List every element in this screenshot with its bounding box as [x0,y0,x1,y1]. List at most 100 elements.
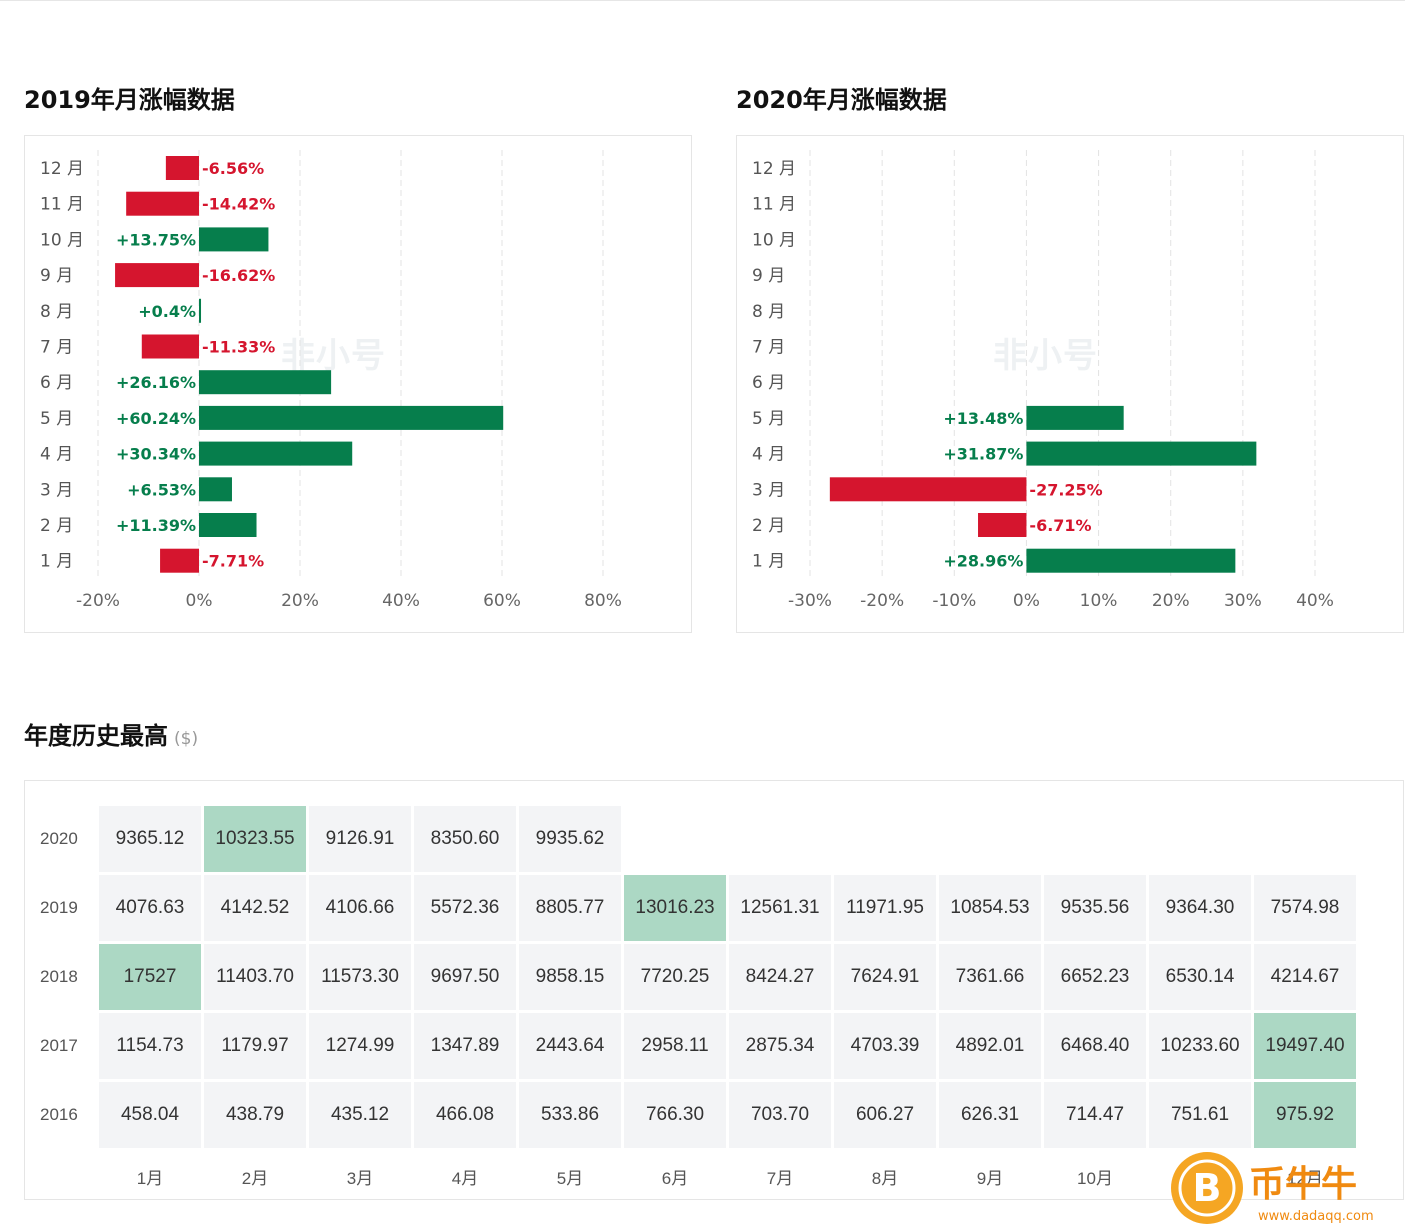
y-category-label: 12 月 [40,159,84,179]
bar-data-label: +13.75% [116,230,196,249]
ath-cell: 8424.27 [729,944,831,1010]
y-category-label: 10 月 [752,230,796,250]
bar-data-label: -14.42% [202,195,275,214]
ath-cell: 8805.77 [519,875,621,941]
chart-2019-svg: -20% 0% 20% 40% 60% 80% 12 月 -6.56% 11 月 -14.42% 1… [40,150,622,611]
ath-month-label: 4月 [451,1168,479,1188]
ath-cell: 11573.30 [309,944,411,1010]
x-tick-label: 10% [1080,591,1118,611]
logo-url: www.dadaqq.com [1258,1209,1374,1224]
y-category-label: 11 月 [752,195,796,215]
bar [199,441,353,466]
ath-row-2019: 2019 4076.63 4142.52 4106.66 5572.36 8805.77 1… [30,875,1356,941]
ath-cell: 1179.97 [204,1013,306,1079]
y-category-label: 7 月 [40,338,73,358]
ath-cell-empty [729,806,831,872]
chart-2019-panel: 非小号 -20% 0% 20% 40% 60% 80% 12 月 -6.56% 11 月 -14.… [24,135,692,633]
x-tick-label: 80% [584,591,622,611]
bar [199,477,232,502]
bar-data-label: +60.24% [116,409,196,428]
y-category-label: 2 月 [40,516,73,536]
ath-year-label: 2017 [40,1036,78,1055]
ath-cell: 10854.53 [939,875,1041,941]
y-category-label: 9 月 [752,266,785,286]
bar-data-label: +31.87% [943,445,1023,464]
ath-cell: 12561.31 [729,875,831,941]
bar-data-label: +6.53% [127,480,196,499]
logo-name: 币牛牛 [1249,1164,1357,1205]
ath-cell-empty [1149,806,1251,872]
logo-mark: B [1193,1166,1222,1210]
ath-cell: 533.86 [519,1082,621,1148]
ath-cell: 4892.01 [939,1013,1041,1079]
y-category-label: 10 月 [40,230,84,250]
x-tick-label: 40% [1296,591,1334,611]
ath-year-label: 2016 [40,1105,78,1124]
bar [199,227,269,252]
bar-data-label: +30.34% [116,445,196,464]
ath-month-header: 1月2月3月4月5月6月7月8月9月10月11月12月 [30,1151,1356,1201]
y-category-label: 4 月 [40,445,73,465]
watermark-2019: 非小号 [281,336,386,376]
bar [1026,548,1236,573]
bar-data-label: -6.71% [1029,516,1091,535]
ath-cell: 466.08 [414,1082,516,1148]
bar [165,156,199,180]
ath-cell: 2443.64 [519,1013,621,1079]
ath-cell: 1154.73 [99,1013,201,1079]
logo-coin-icon [1171,1152,1243,1224]
chart-2019-title: 2019年月涨幅数据 [24,86,235,114]
ath-cell: 19497.40 [1254,1013,1356,1079]
x-tick-label: -10% [932,591,976,611]
ath-cell: 606.27 [834,1082,936,1148]
x-tick-label: 0% [1013,591,1040,611]
ath-year-label: 2020 [40,829,78,848]
ath-cell: 9697.50 [414,944,516,1010]
y-category-label: 12 月 [752,159,796,179]
ath-table: 2020 9365.12 10323.55 9126.91 8350.60 9935.62… [27,803,1359,1204]
bar-data-label: -16.62% [202,266,275,285]
ath-cell: 10233.60 [1149,1013,1251,1079]
chart-2020-title: 2020年月涨幅数据 [736,86,947,114]
ath-cell: 458.04 [99,1082,201,1148]
bar [199,405,504,430]
ath-cell: 11971.95 [834,875,936,941]
bar [1026,441,1257,466]
y-category-label: 5 月 [752,409,785,429]
y-category-label: 5 月 [40,409,73,429]
y-category-label: 6 月 [752,373,785,393]
ath-cell: 13016.23 [624,875,726,941]
y-category-label: 1 月 [40,552,73,572]
ath-unit: ($) [174,729,199,749]
y-category-label: 7 月 [752,338,785,358]
y-category-label: 11 月 [40,195,84,215]
bar-data-label: +28.96% [943,552,1023,571]
ath-month-label: 8月 [871,1168,899,1188]
ath-month-label: 6月 [661,1168,689,1188]
ath-month-label: 2月 [241,1168,269,1188]
x-tick-label: -20% [860,591,904,611]
ath-month-label: 7月 [766,1168,794,1188]
ath-title-text: 年度历史最高 [24,722,168,750]
y-category-label: 6 月 [40,373,73,393]
ath-month-label: 3月 [346,1168,374,1188]
ath-cell: 7720.25 [624,944,726,1010]
ath-cell: 2875.34 [729,1013,831,1079]
ath-cell: 703.70 [729,1082,831,1148]
y-category-label: 9 月 [40,266,73,286]
x-tick-label: -20% [76,591,120,611]
ath-cell: 766.30 [624,1082,726,1148]
ath-row-2017: 2017 1154.73 1179.97 1274.99 1347.89 2443.64 2… [30,1013,1356,1079]
ath-cell: 4703.39 [834,1013,936,1079]
ath-cell: 5572.36 [414,875,516,941]
ath-cell: 4076.63 [99,875,201,941]
bar [199,370,332,395]
ath-cell: 6652.23 [1044,944,1146,1010]
ath-cell: 438.79 [204,1082,306,1148]
bar [199,298,202,323]
ath-cell: 7361.66 [939,944,1041,1010]
bar-data-label: -11.33% [202,338,275,357]
y-category-label: 1 月 [752,552,785,572]
y-category-label: 3 月 [752,480,785,500]
brand-logo: B 币牛牛 www.dadaqq.com [1171,1152,1374,1224]
